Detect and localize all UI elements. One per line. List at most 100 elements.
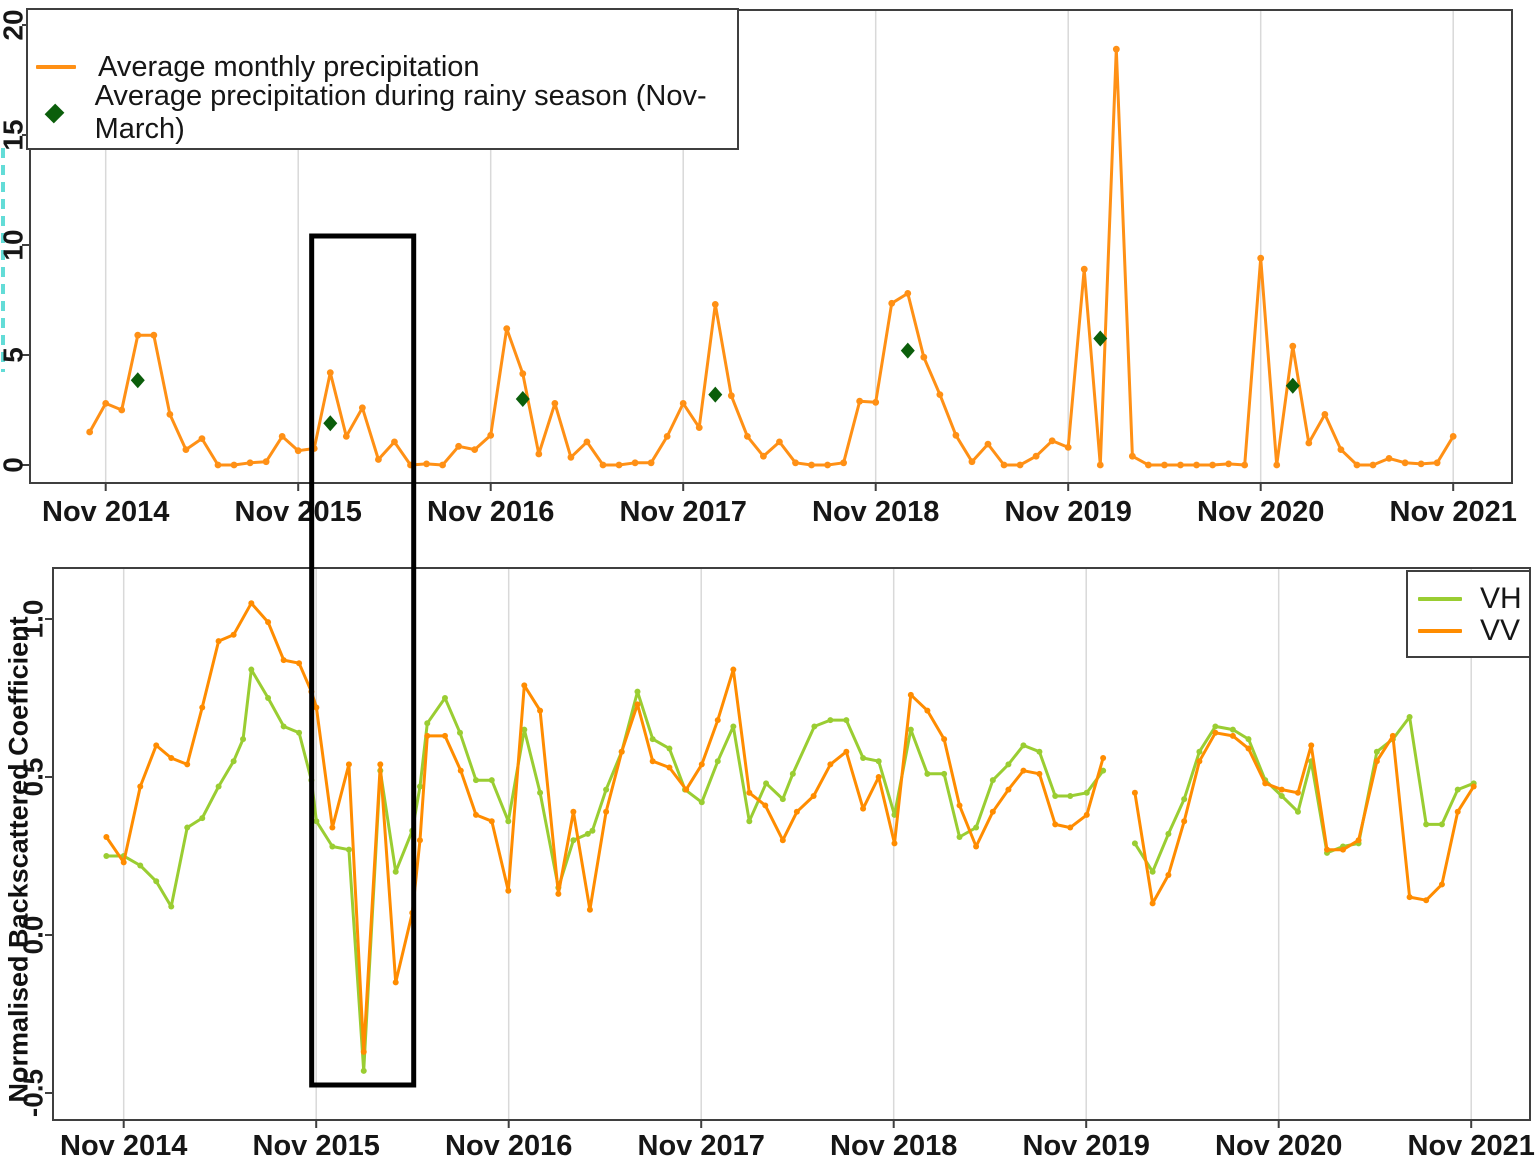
vv-point <box>891 840 898 847</box>
vv-point <box>296 660 303 667</box>
precipitation-point <box>391 438 398 446</box>
precipitation-point <box>1145 461 1152 469</box>
vh-point <box>184 824 191 831</box>
precipitation-point <box>824 461 831 469</box>
vh-point <box>230 758 237 765</box>
vv-point <box>153 742 160 749</box>
precipitation-point <box>695 424 703 431</box>
vh-point <box>521 726 528 733</box>
x-tick-label: Nov 2014 <box>42 496 169 528</box>
vh-point <box>1131 840 1138 847</box>
vh-point <box>584 830 591 837</box>
precipitation-point <box>503 325 511 332</box>
vh-point <box>603 786 610 793</box>
precipitation-point <box>1385 455 1393 462</box>
vh-point <box>1196 748 1203 755</box>
vv-point <box>746 789 753 796</box>
precipitation-point <box>1449 433 1457 440</box>
vv-line-sample <box>1418 629 1462 633</box>
legend-label-rainy-season: Average precipitation during rainy seaso… <box>94 80 707 145</box>
precipitation-point <box>904 290 912 297</box>
precipitation-point <box>647 459 655 467</box>
vv-point <box>441 732 448 739</box>
vh-point <box>1052 792 1059 799</box>
vh-point <box>827 717 834 724</box>
vv-point <box>1196 758 1203 765</box>
x-tick-label: Nov 2018 <box>812 496 939 528</box>
backscatter-y-axis-label: Normalised Backscattered Coefficient <box>3 616 34 1103</box>
vh-point <box>1454 786 1461 793</box>
rainy-season-diamond <box>1285 377 1300 394</box>
rainy-season-diamond-icon <box>44 103 65 123</box>
precipitation-point <box>294 447 302 455</box>
vv-point <box>280 657 287 664</box>
y-tick-label: 15 <box>0 119 29 150</box>
precipitation-point <box>118 406 126 414</box>
x-tick-label: Nov 2020 <box>1215 1130 1342 1162</box>
vh-point <box>634 688 641 695</box>
y-tick-label: 0 <box>0 457 29 473</box>
vv-point <box>570 808 577 815</box>
vh-point <box>860 755 867 762</box>
precipitation-point <box>423 460 430 468</box>
vh-point <box>907 726 914 733</box>
vh-point <box>1229 726 1236 733</box>
y-tick-label: 1.0 <box>18 600 49 639</box>
vh-point <box>924 770 931 777</box>
vh-point <box>1100 767 1107 774</box>
rainy-season-diamond <box>515 391 530 407</box>
precipitation-point <box>1417 460 1425 468</box>
vh-point <box>248 666 255 673</box>
vv-point <box>168 755 175 762</box>
rainy-season-diamond <box>1093 330 1108 347</box>
precipitation-point <box>1257 254 1265 262</box>
y-tick-label: -0.5 <box>18 1069 49 1117</box>
precipitation-point <box>471 446 479 453</box>
vv-point <box>472 811 479 818</box>
vh-point <box>1005 761 1012 768</box>
y-tick-label: 0.5 <box>18 758 49 797</box>
precipitation-point <box>86 428 94 436</box>
vv-point <box>1373 758 1380 765</box>
vv-point <box>1181 818 1188 825</box>
vh-point <box>973 824 980 831</box>
vv-point <box>1262 780 1269 787</box>
vv-point <box>666 764 673 771</box>
precipitation-point <box>150 331 158 339</box>
precipitation-point <box>631 459 639 467</box>
vv-point <box>1036 770 1043 777</box>
y-tick-label: 0.0 <box>18 916 49 955</box>
vh-point <box>360 1067 367 1074</box>
x-tick-label: Nov 2018 <box>830 1130 957 1162</box>
vh-line-sample <box>1418 597 1462 601</box>
precipitation-point <box>968 458 976 466</box>
precipitation-point <box>278 433 286 440</box>
vv-point <box>329 824 336 831</box>
vv-point <box>649 758 656 765</box>
precipitation-point <box>776 438 783 446</box>
vv-point <box>120 859 127 866</box>
precipitation-point <box>1225 460 1233 468</box>
vv-point <box>230 631 237 638</box>
precipitation-point <box>1369 461 1377 469</box>
vv-point <box>555 890 562 897</box>
precipitation-point <box>166 411 174 418</box>
vv-point <box>762 802 769 809</box>
x-tick-label: Nov 2021 <box>1408 1130 1535 1162</box>
precipitation-point <box>920 353 928 361</box>
vv-point <box>424 732 431 739</box>
x-tick-label: Nov 2016 <box>445 1130 572 1162</box>
precipitation-point <box>663 433 671 440</box>
vv-point <box>1355 837 1362 844</box>
rainy-season-diamond <box>708 386 723 403</box>
vv-point <box>907 691 914 698</box>
vh-point <box>589 827 596 834</box>
vv-point <box>313 704 320 711</box>
precipitation-point <box>519 370 527 378</box>
vh-point <box>811 723 818 730</box>
vv-point <box>1229 732 1236 739</box>
vv-point <box>989 808 996 815</box>
rainy-season-diamond <box>130 372 145 389</box>
vh-point <box>730 723 737 730</box>
